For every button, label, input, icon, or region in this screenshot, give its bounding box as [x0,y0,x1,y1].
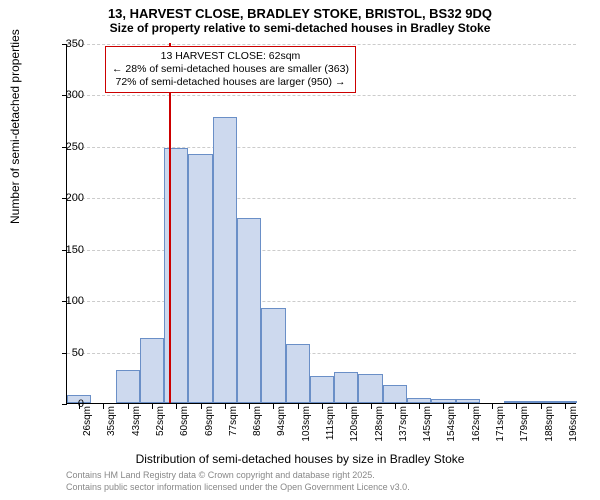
x-tick-mark [298,404,299,409]
y-tick-mark [62,353,67,354]
x-axis-label: Distribution of semi-detached houses by … [0,452,600,466]
gridline [67,147,576,148]
x-tick-mark [128,404,129,409]
x-tick-label: 35sqm [106,406,117,436]
x-tick-mark [103,404,104,409]
y-tick-mark [62,404,67,405]
x-tick-mark [541,404,542,409]
histogram-bar [140,338,164,403]
x-tick-mark [201,404,202,409]
histogram-bar [213,117,237,403]
x-tick-mark [249,404,250,409]
x-tick-label: 162sqm [471,406,482,442]
histogram-bar [553,401,577,403]
histogram-bar [261,308,285,403]
y-tick-label: 50 [72,347,84,359]
y-tick-label: 250 [66,141,84,153]
histogram-bar [116,370,140,403]
histogram-bar [431,399,455,403]
plot-area: 13 HARVEST CLOSE: 62sqm← 28% of semi-det… [66,44,576,404]
y-axis-label: Number of semi-detached properties [8,29,22,224]
x-tick-label: 137sqm [398,406,409,442]
highlight-marker-line [169,43,171,403]
x-tick-label: 60sqm [179,406,190,436]
x-tick-mark [346,404,347,409]
x-tick-label: 188sqm [544,406,555,442]
histogram-bar [237,218,261,403]
x-tick-mark [395,404,396,409]
x-tick-mark [419,404,420,409]
y-tick-label: 350 [66,38,84,50]
gridline [67,301,576,302]
histogram-bar [286,344,310,403]
x-tick-label: 196sqm [568,406,579,442]
x-tick-label: 26sqm [82,406,93,436]
x-tick-label: 86sqm [252,406,263,436]
x-tick-mark [176,404,177,409]
x-tick-mark [322,404,323,409]
x-tick-label: 154sqm [446,406,457,442]
x-tick-label: 111sqm [325,406,336,440]
x-tick-label: 52sqm [155,406,166,436]
y-tick-label: 100 [66,295,84,307]
histogram-bar [504,401,528,403]
x-tick-mark [468,404,469,409]
y-tick-label: 200 [66,192,84,204]
footnote-line-1: Contains HM Land Registry data © Crown c… [66,470,375,480]
gridline [67,44,576,45]
gridline [67,250,576,251]
histogram-bar [334,372,358,403]
histogram-bar [383,385,407,404]
histogram-bar [358,374,382,403]
histogram-bar [164,148,188,403]
x-tick-label: 94sqm [276,406,287,436]
chart-subtitle: Size of property relative to semi-detach… [0,21,600,39]
x-tick-mark [273,404,274,409]
y-tick-label: 150 [66,244,84,256]
histogram-bar [528,401,552,403]
annotation-line-1: 13 HARVEST CLOSE: 62sqm [112,50,349,63]
annotation-box: 13 HARVEST CLOSE: 62sqm← 28% of semi-det… [105,46,356,93]
x-tick-mark [492,404,493,409]
x-tick-label: 145sqm [422,406,433,442]
x-tick-mark [565,404,566,409]
histogram-bar [188,154,212,403]
gridline [67,198,576,199]
x-tick-label: 103sqm [301,406,312,442]
x-tick-label: 171sqm [495,406,506,442]
chart-title: 13, HARVEST CLOSE, BRADLEY STOKE, BRISTO… [0,0,600,21]
footnote-line-2: Contains public sector information licen… [66,482,410,492]
x-tick-label: 120sqm [349,406,360,442]
x-tick-mark [371,404,372,409]
annotation-line-3: 72% of semi-detached houses are larger (… [112,76,349,89]
x-tick-mark [443,404,444,409]
annotation-line-2: ← 28% of semi-detached houses are smalle… [112,63,349,76]
histogram-bar [310,376,334,403]
x-tick-label: 69sqm [204,406,215,436]
x-tick-mark [516,404,517,409]
x-tick-mark [152,404,153,409]
x-tick-label: 179sqm [519,406,530,442]
gridline [67,95,576,96]
y-tick-label: 300 [66,89,84,101]
x-tick-label: 128sqm [374,406,385,442]
y-tick-label: 0 [78,398,84,410]
histogram-bar [407,398,431,403]
x-tick-label: 77sqm [228,406,239,436]
x-tick-mark [225,404,226,409]
histogram-bar [456,399,480,403]
x-tick-label: 43sqm [131,406,142,436]
